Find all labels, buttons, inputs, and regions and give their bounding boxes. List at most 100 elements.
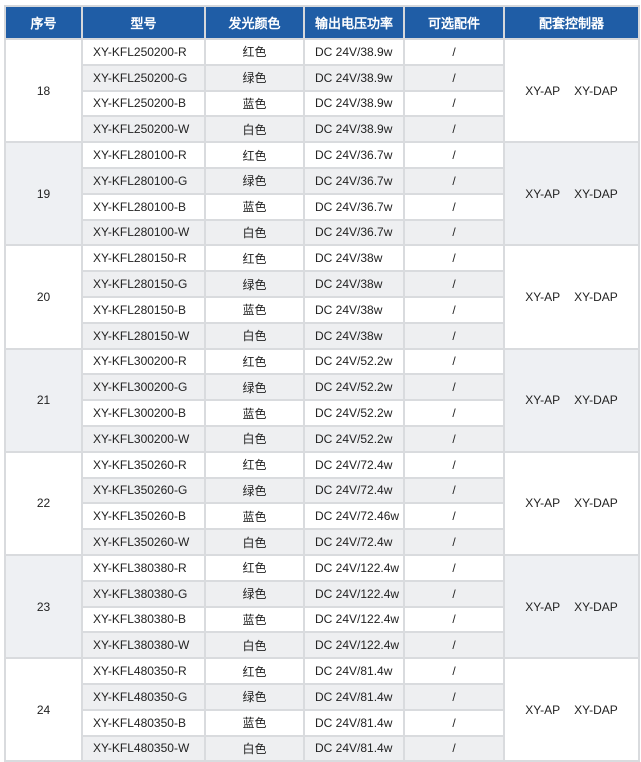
seq-cell: 19 bbox=[4, 141, 83, 247]
table-row: XY-KFL380380-B 蓝色 DC 24V/122.4w / bbox=[5, 605, 639, 634]
model-cell: XY-KFL280150-W bbox=[81, 321, 206, 350]
table-row: 20 XY-KFL280150-R 红色 DC 24V/38w / XY-AP XY-DAP bbox=[4, 244, 640, 350]
table-row: XY-KFL250200-G 绿色 DC 24V/38.9w / bbox=[5, 63, 639, 92]
power-cell: DC 24V/36.7w bbox=[303, 166, 405, 195]
accessory-cell: / bbox=[403, 734, 505, 762]
accessory-cell: / bbox=[403, 528, 505, 556]
accessory-cell: / bbox=[403, 63, 505, 92]
table-row: XY-KFL350260-G 绿色 DC 24V/72.4w / bbox=[5, 476, 639, 505]
controller-name: XY-AP bbox=[525, 186, 561, 201]
power-cell: DC 24V/38.9w bbox=[303, 63, 405, 92]
table-row: XY-KFL300200-B 蓝色 DC 24V/52.2w / bbox=[5, 399, 639, 427]
color-cell: 白色 bbox=[204, 631, 305, 660]
accessory-cell: / bbox=[403, 553, 505, 582]
power-cell: DC 24V/36.7w bbox=[303, 218, 405, 247]
seq-cell: 21 bbox=[4, 347, 83, 453]
product-group: 18 XY-KFL250200-R 红色 DC 24V/38.9w / XY-AP XY-D… bbox=[4, 37, 640, 144]
accessory-cell: / bbox=[403, 399, 505, 427]
power-cell: DC 24V/36.7w bbox=[303, 141, 405, 169]
header-seq: 序号 bbox=[4, 5, 83, 40]
seq-cell: 18 bbox=[4, 37, 83, 144]
controller-cell: XY-AP XY-DAP bbox=[503, 347, 640, 453]
seq-cell: 24 bbox=[4, 657, 83, 762]
power-cell: DC 24V/38w bbox=[303, 244, 405, 273]
accessory-cell: / bbox=[403, 347, 505, 376]
model-cell: XY-KFL350260-W bbox=[81, 528, 206, 556]
model-cell: XY-KFL280100-G bbox=[81, 166, 206, 195]
table-row: 21 XY-KFL300200-R 红色 DC 24V/52.2w / XY-AP XY-D… bbox=[4, 347, 640, 453]
color-cell: 白色 bbox=[204, 115, 305, 144]
model-cell: XY-KFL480350-B bbox=[81, 708, 206, 737]
table-row: XY-KFL480350-G 绿色 DC 24V/81.4w / bbox=[5, 682, 639, 711]
controller-name: XY-DAP bbox=[574, 599, 618, 614]
table-row: XY-KFL280150-G 绿色 DC 24V/38w / bbox=[5, 270, 639, 298]
accessory-cell: / bbox=[403, 166, 505, 195]
accessory-cell: / bbox=[403, 708, 505, 737]
power-cell: DC 24V/38.9w bbox=[303, 89, 405, 118]
table-row: XY-KFL350260-W 白色 DC 24V/72.4w / bbox=[5, 528, 639, 556]
controller-name: XY-AP bbox=[525, 83, 561, 98]
power-cell: DC 24V/81.4w bbox=[303, 708, 405, 737]
table-row: XY-KFL250200-W 白色 DC 24V/38.9w / bbox=[5, 115, 639, 144]
accessory-cell: / bbox=[403, 631, 505, 660]
accessory-cell: / bbox=[403, 295, 505, 324]
model-cell: XY-KFL300200-G bbox=[81, 373, 206, 402]
table-row: XY-KFL380380-G 绿色 DC 24V/122.4w / bbox=[5, 579, 639, 608]
table-row: 22 XY-KFL350260-R 红色 DC 24V/72.4w / XY-AP XY-D… bbox=[4, 450, 640, 556]
model-cell: XY-KFL480350-G bbox=[81, 682, 206, 711]
color-cell: 红色 bbox=[204, 450, 305, 479]
color-cell: 白色 bbox=[204, 734, 305, 762]
color-cell: 蓝色 bbox=[204, 399, 305, 427]
controller-name: XY-AP bbox=[525, 393, 561, 408]
color-cell: 红色 bbox=[204, 553, 305, 582]
color-cell: 绿色 bbox=[204, 682, 305, 711]
color-cell: 绿色 bbox=[204, 270, 305, 298]
color-cell: 红色 bbox=[204, 38, 305, 66]
controller-name: XY-DAP bbox=[574, 393, 618, 408]
controller-cell: XY-AP XY-DAP bbox=[503, 450, 640, 556]
table-row: XY-KFL280100-G 绿色 DC 24V/36.7w / bbox=[5, 166, 639, 195]
color-cell: 绿色 bbox=[204, 579, 305, 608]
table-row: XY-KFL300200-G 绿色 DC 24V/52.2w / bbox=[5, 373, 639, 402]
accessory-cell: / bbox=[403, 682, 505, 711]
product-group: 19 XY-KFL280100-R 红色 DC 24V/36.7w / XY-AP XY-D… bbox=[4, 141, 640, 247]
accessory-cell: / bbox=[403, 192, 505, 221]
power-cell: DC 24V/81.4w bbox=[303, 657, 405, 685]
controller-name: XY-AP bbox=[525, 702, 561, 717]
power-cell: DC 24V/38w bbox=[303, 270, 405, 298]
model-cell: XY-KFL280100-B bbox=[81, 192, 206, 221]
model-cell: XY-KFL280100-W bbox=[81, 218, 206, 247]
color-cell: 白色 bbox=[204, 218, 305, 247]
accessory-cell: / bbox=[403, 321, 505, 350]
accessory-cell: / bbox=[403, 244, 505, 273]
accessory-cell: / bbox=[403, 657, 505, 685]
seq-cell: 22 bbox=[4, 450, 83, 556]
power-cell: DC 24V/52.2w bbox=[303, 373, 405, 402]
accessory-cell: / bbox=[403, 476, 505, 505]
power-cell: DC 24V/52.2w bbox=[303, 347, 405, 376]
controller-name: XY-DAP bbox=[574, 289, 618, 304]
color-cell: 绿色 bbox=[204, 373, 305, 402]
model-cell: XY-KFL280100-R bbox=[81, 141, 206, 169]
color-cell: 红色 bbox=[204, 141, 305, 169]
product-group: 20 XY-KFL280150-R 红色 DC 24V/38w / XY-AP XY-DAP… bbox=[4, 244, 640, 350]
color-cell: 红色 bbox=[204, 657, 305, 685]
product-group: 21 XY-KFL300200-R 红色 DC 24V/52.2w / XY-AP XY-D… bbox=[4, 347, 640, 453]
model-cell: XY-KFL350260-B bbox=[81, 502, 206, 531]
color-cell: 绿色 bbox=[204, 476, 305, 505]
controller-name: XY-DAP bbox=[574, 186, 618, 201]
table-row: XY-KFL280100-B 蓝色 DC 24V/36.7w / bbox=[5, 192, 639, 221]
power-cell: DC 24V/81.4w bbox=[303, 682, 405, 711]
power-cell: DC 24V/38.9w bbox=[303, 115, 405, 144]
table-row: XY-KFL280150-W 白色 DC 24V/38w / bbox=[5, 321, 639, 350]
table-row: XY-KFL280100-W 白色 DC 24V/36.7w / bbox=[5, 218, 639, 247]
accessory-cell: / bbox=[403, 270, 505, 298]
controller-cell: XY-AP XY-DAP bbox=[503, 37, 640, 144]
header-model: 型号 bbox=[81, 5, 206, 40]
color-cell: 蓝色 bbox=[204, 192, 305, 221]
model-cell: XY-KFL300200-B bbox=[81, 399, 206, 427]
table-row: XY-KFL300200-W 白色 DC 24V/52.2w / bbox=[5, 424, 639, 453]
model-cell: XY-KFL250200-B bbox=[81, 89, 206, 118]
accessory-cell: / bbox=[403, 502, 505, 531]
model-cell: XY-KFL300200-R bbox=[81, 347, 206, 376]
